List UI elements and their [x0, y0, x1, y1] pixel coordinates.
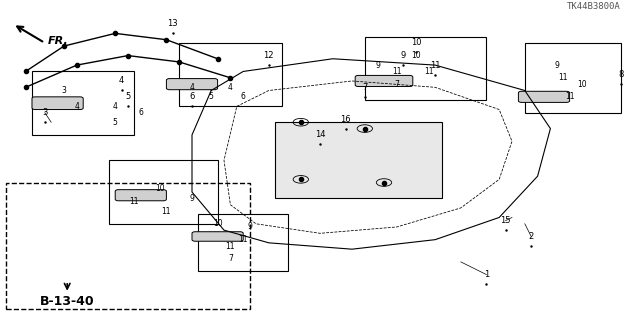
Text: 9: 9	[375, 61, 380, 70]
Text: 7: 7	[228, 254, 233, 263]
Text: 10: 10	[411, 51, 421, 60]
Text: 11: 11	[162, 207, 171, 216]
Text: 6: 6	[138, 108, 143, 117]
Text: 11: 11	[430, 61, 440, 70]
Text: 12: 12	[264, 51, 274, 60]
FancyBboxPatch shape	[275, 122, 442, 198]
Text: 1: 1	[484, 270, 489, 279]
Text: 7: 7	[394, 80, 399, 89]
Text: 5: 5	[113, 118, 118, 127]
Text: 4: 4	[119, 77, 124, 85]
Text: 4: 4	[189, 83, 195, 92]
Text: 13: 13	[168, 19, 178, 28]
Text: B-13-40: B-13-40	[40, 295, 95, 308]
Text: 4: 4	[74, 102, 79, 111]
Text: 11: 11	[226, 241, 235, 250]
Text: 10: 10	[577, 80, 588, 89]
FancyBboxPatch shape	[192, 232, 243, 241]
Text: 11: 11	[239, 235, 248, 244]
Text: 4: 4	[113, 102, 118, 111]
Text: 6: 6	[189, 92, 195, 101]
Text: 5: 5	[209, 92, 214, 101]
Text: 7: 7	[362, 83, 367, 92]
Text: 16: 16	[340, 115, 351, 123]
Text: 10: 10	[212, 219, 223, 228]
Text: 3: 3	[61, 86, 67, 95]
Text: 4: 4	[228, 83, 233, 92]
FancyBboxPatch shape	[166, 78, 218, 90]
Text: 5: 5	[125, 92, 131, 101]
Text: 8: 8	[618, 70, 623, 79]
FancyBboxPatch shape	[355, 75, 413, 86]
Text: 3: 3	[42, 108, 47, 117]
FancyBboxPatch shape	[32, 97, 83, 109]
Text: 6: 6	[241, 92, 246, 101]
Text: 9: 9	[247, 222, 252, 232]
Text: 11: 11	[565, 92, 574, 101]
Text: 11: 11	[559, 73, 568, 82]
Text: 11: 11	[130, 197, 139, 206]
Text: 14: 14	[315, 130, 325, 139]
Text: 9: 9	[401, 51, 406, 60]
Text: TK44B3800A: TK44B3800A	[567, 2, 621, 11]
Text: 2: 2	[529, 232, 534, 241]
Text: 10: 10	[155, 184, 165, 193]
Text: 11: 11	[392, 67, 401, 76]
Text: 15: 15	[500, 216, 511, 225]
FancyBboxPatch shape	[518, 91, 570, 102]
Text: 9: 9	[189, 194, 195, 203]
Text: 10: 10	[411, 38, 421, 48]
Text: FR.: FR.	[48, 36, 68, 46]
Text: 11: 11	[424, 67, 433, 76]
FancyBboxPatch shape	[115, 190, 166, 201]
Text: 9: 9	[554, 61, 559, 70]
